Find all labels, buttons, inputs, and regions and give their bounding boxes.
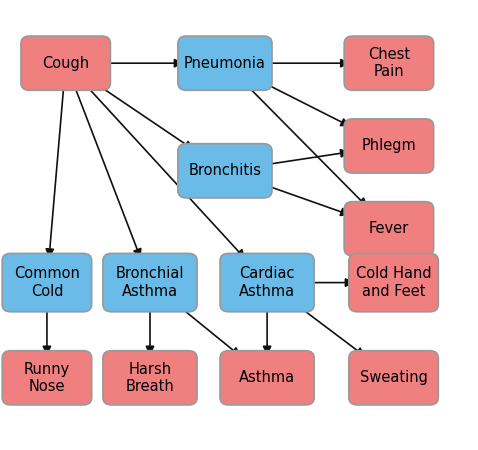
FancyBboxPatch shape <box>2 253 92 312</box>
FancyBboxPatch shape <box>103 253 197 312</box>
Text: Asthma: Asthma <box>239 370 295 385</box>
FancyBboxPatch shape <box>103 351 197 405</box>
FancyBboxPatch shape <box>349 351 438 405</box>
Text: Cough: Cough <box>42 56 89 71</box>
FancyBboxPatch shape <box>344 119 434 173</box>
Text: Cardiac
Asthma: Cardiac Asthma <box>239 266 295 299</box>
Text: Fever: Fever <box>369 221 409 236</box>
FancyBboxPatch shape <box>220 253 314 312</box>
Text: Harsh
Breath: Harsh Breath <box>126 362 174 394</box>
Text: Bronchitis: Bronchitis <box>188 163 261 178</box>
FancyBboxPatch shape <box>344 36 434 90</box>
Text: Sweating: Sweating <box>359 370 427 385</box>
Text: Common
Cold: Common Cold <box>14 266 80 299</box>
FancyBboxPatch shape <box>2 351 92 405</box>
FancyBboxPatch shape <box>178 144 272 198</box>
FancyBboxPatch shape <box>220 351 314 405</box>
FancyBboxPatch shape <box>349 253 438 312</box>
Text: Cold Hand
and Feet: Cold Hand and Feet <box>356 266 432 299</box>
Text: Bronchial
Asthma: Bronchial Asthma <box>116 266 184 299</box>
Text: Chest
Pain: Chest Pain <box>368 47 410 79</box>
Text: Runny
Nose: Runny Nose <box>24 362 70 394</box>
FancyBboxPatch shape <box>344 202 434 256</box>
FancyBboxPatch shape <box>21 36 110 90</box>
FancyBboxPatch shape <box>178 36 272 90</box>
Text: Pneumonia: Pneumonia <box>184 56 266 71</box>
Text: Phlegm: Phlegm <box>361 139 416 153</box>
